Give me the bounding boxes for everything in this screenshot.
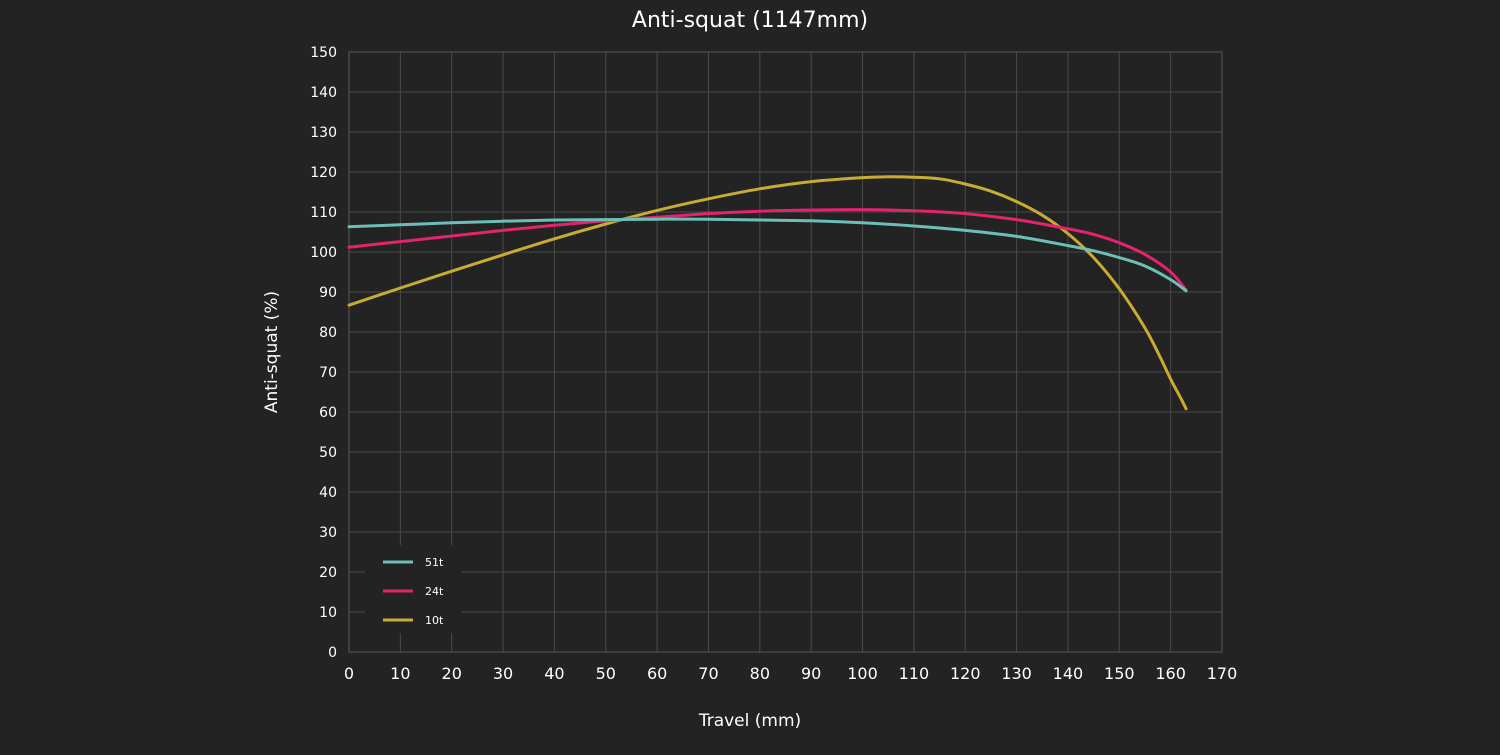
y-tick-label: 10 <box>319 605 337 621</box>
series-line-24t <box>347 208 1188 292</box>
x-tick-label: 160 <box>1155 664 1186 683</box>
y-tick-label: 140 <box>310 85 337 101</box>
x-tick-labels: 0 10 20 30 40 50 60 70 80 90 100 110 120 130 140 150 160… <box>344 664 1237 683</box>
x-tick-label: 20 <box>442 664 462 683</box>
series-line-10t <box>347 175 1188 411</box>
y-tick-label: 40 <box>319 485 337 501</box>
x-tick-label: 170 <box>1207 664 1238 683</box>
x-tick-label: 130 <box>1001 664 1032 683</box>
x-tick-label: 150 <box>1104 664 1135 683</box>
x-tick-label: 0 <box>344 664 354 683</box>
grid <box>348 51 1223 653</box>
x-tick-label: 70 <box>698 664 718 683</box>
legend: 51t 24t 10t <box>365 545 461 633</box>
x-tick-label: 40 <box>544 664 564 683</box>
legend-label-10t: 10t <box>425 614 444 627</box>
legend-label-24t: 24t <box>425 585 444 598</box>
y-tick-labels: 0 10 20 30 40 50 60 70 80 90 100 110 120 130 140 150 <box>310 45 337 661</box>
x-axis-label: Travel (mm) <box>698 711 801 731</box>
x-tick-label: 110 <box>899 664 930 683</box>
y-tick-label: 120 <box>310 165 337 181</box>
y-tick-label: 80 <box>319 325 337 341</box>
y-tick-label: 70 <box>319 365 337 381</box>
y-tick-label: 60 <box>319 405 337 421</box>
x-tick-label: 140 <box>1053 664 1084 683</box>
y-tick-label: 110 <box>310 205 337 221</box>
y-tick-label: 130 <box>310 125 337 141</box>
y-tick-label: 20 <box>319 565 337 581</box>
x-tick-label: 90 <box>801 664 821 683</box>
y-tick-label: 100 <box>310 245 337 261</box>
legend-label-51t: 51t <box>425 556 444 569</box>
y-tick-label: 30 <box>319 525 337 541</box>
x-tick-label: 100 <box>847 664 878 683</box>
x-tick-label: 30 <box>493 664 513 683</box>
chart-title: Anti-squat (1147mm) <box>632 8 868 33</box>
y-tick-label: 0 <box>328 645 337 661</box>
legend-background <box>365 545 461 633</box>
x-tick-label: 60 <box>647 664 667 683</box>
plot-border <box>348 51 1223 653</box>
x-tick-label: 80 <box>750 664 770 683</box>
series-line-51t <box>347 217 1188 293</box>
y-axis-label: Anti-squat (%) <box>262 291 282 413</box>
series-lines <box>347 175 1188 411</box>
x-tick-label: 50 <box>596 664 616 683</box>
y-tick-label: 90 <box>319 285 337 301</box>
x-tick-label: 10 <box>390 664 410 683</box>
y-tick-label: 50 <box>319 445 337 461</box>
x-tick-label: 120 <box>950 664 981 683</box>
y-tick-label: 150 <box>310 45 337 61</box>
